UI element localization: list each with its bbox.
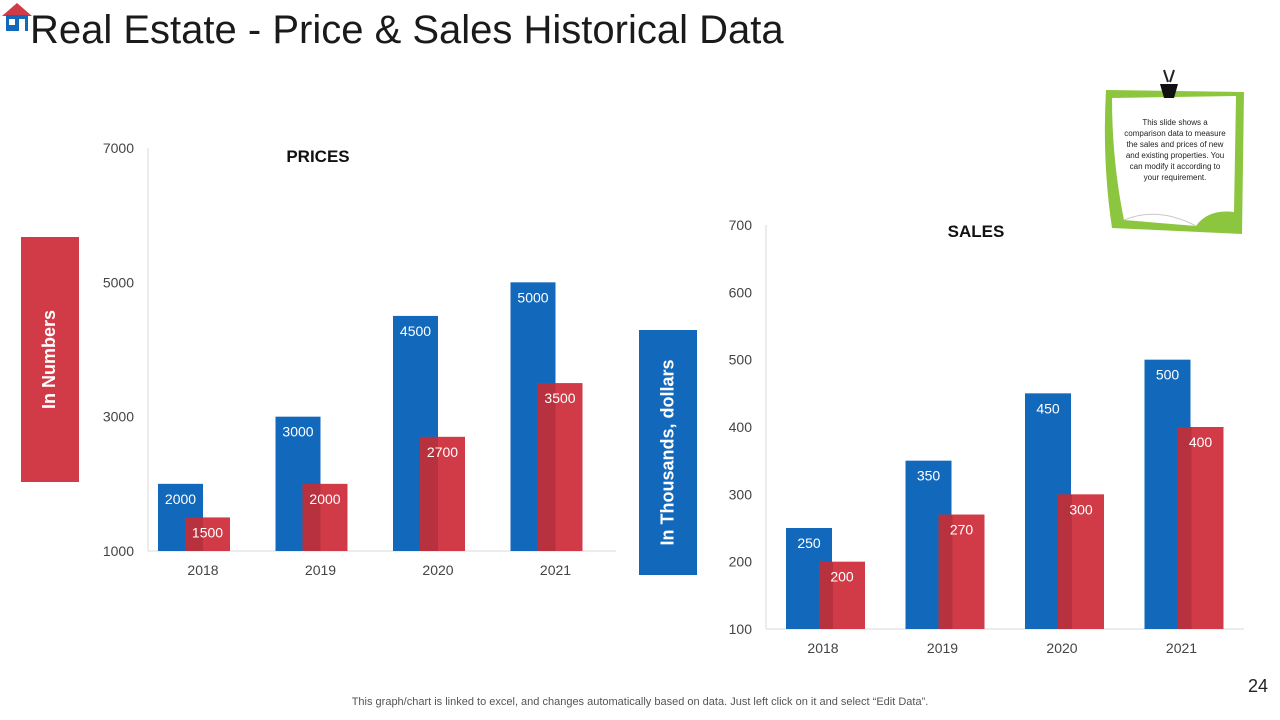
data-label: 200 bbox=[830, 569, 854, 585]
x-tick-label: 2020 bbox=[422, 562, 453, 578]
bar bbox=[537, 383, 583, 551]
x-tick-label: 2021 bbox=[1166, 640, 1197, 656]
x-tick-label: 2019 bbox=[927, 640, 958, 656]
sticky-note-text: This slide shows a comparison data to me… bbox=[1124, 118, 1226, 182]
x-tick-label: 2018 bbox=[187, 562, 218, 578]
bar bbox=[420, 436, 465, 551]
data-label: 1500 bbox=[192, 524, 223, 540]
y-tick-label: 7000 bbox=[103, 140, 134, 156]
x-tick-label: 2021 bbox=[540, 562, 571, 578]
bar bbox=[938, 514, 985, 629]
bar bbox=[819, 561, 865, 629]
bar-shade bbox=[302, 483, 321, 551]
data-label: 2000 bbox=[165, 491, 196, 507]
footer-note: This graph/chart is linked to excel, and… bbox=[351, 696, 929, 708]
bar-shade bbox=[819, 561, 833, 629]
x-tick-label: 2020 bbox=[1046, 640, 1077, 656]
y-tick-label: 500 bbox=[729, 352, 753, 368]
y-tick-label: 100 bbox=[729, 621, 753, 637]
y-axis-label-prices: In Numbers bbox=[21, 237, 79, 482]
y-tick-label: 300 bbox=[729, 486, 753, 502]
data-label: 270 bbox=[950, 522, 974, 538]
data-label: 250 bbox=[797, 535, 821, 551]
data-label: 3500 bbox=[544, 390, 575, 406]
prices-bar-chart[interactable]: 1000 3000 5000 7000 PRICES 2000 1500 2018 3000 20… bbox=[0, 0, 640, 600]
y-tick-label: 3000 bbox=[103, 409, 134, 425]
bar bbox=[1058, 494, 1104, 629]
y-tick-label: 5000 bbox=[103, 274, 134, 290]
y-tick-label: 700 bbox=[729, 217, 753, 233]
data-label: 450 bbox=[1036, 400, 1060, 416]
y-tick-label: 400 bbox=[729, 419, 753, 435]
y-tick-label: 200 bbox=[729, 554, 753, 570]
data-label: 400 bbox=[1189, 434, 1213, 450]
data-label: 5000 bbox=[517, 289, 548, 305]
x-tick-label: 2019 bbox=[305, 562, 336, 578]
bar-shade bbox=[1177, 427, 1192, 629]
y-tick-label: 600 bbox=[729, 284, 753, 300]
sales-bar-chart[interactable]: 100 200 300 400 500 600 700 SALES 250 200 2018 350 2… bbox=[0, 0, 1280, 700]
page-title: Real Estate - Price & Sales Historical D… bbox=[30, 8, 784, 52]
data-label: 350 bbox=[917, 468, 941, 484]
bar-shade bbox=[938, 514, 953, 629]
bar-shade bbox=[537, 383, 556, 551]
bar bbox=[302, 483, 348, 551]
house-icon bbox=[2, 3, 32, 31]
x-tick-label: 2018 bbox=[807, 640, 838, 656]
data-label: 2700 bbox=[427, 444, 458, 460]
y-tick-label: 1000 bbox=[103, 543, 134, 559]
bar-shade bbox=[185, 517, 203, 551]
data-label: 3000 bbox=[282, 424, 313, 440]
bar bbox=[185, 517, 230, 551]
bar-shade bbox=[1058, 494, 1072, 629]
data-label: 2000 bbox=[309, 491, 340, 507]
binder-clip-icon bbox=[1160, 69, 1178, 98]
data-label: 500 bbox=[1156, 367, 1180, 383]
chart-title: PRICES bbox=[286, 147, 349, 166]
data-label: 4500 bbox=[400, 323, 431, 339]
chart-title: SALES bbox=[948, 222, 1005, 241]
page-number: 24 bbox=[1247, 676, 1268, 696]
data-label: 300 bbox=[1069, 501, 1093, 517]
bar bbox=[1177, 427, 1224, 629]
y-axis-label-sales: In Thousands, dollars bbox=[639, 330, 697, 575]
bar-shade bbox=[420, 436, 438, 551]
sticky-note bbox=[1104, 69, 1244, 234]
